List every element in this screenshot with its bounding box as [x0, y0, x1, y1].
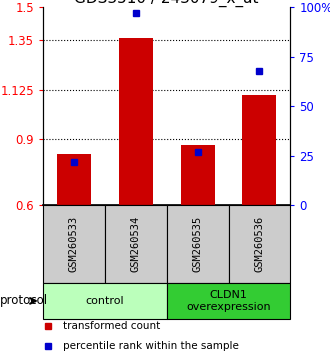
Bar — [181, 145, 214, 205]
Title: GDS3510 / 243079_x_at: GDS3510 / 243079_x_at — [74, 0, 259, 7]
Text: GSM260535: GSM260535 — [193, 216, 203, 272]
Bar — [167, 205, 228, 283]
Text: GSM260533: GSM260533 — [69, 216, 79, 272]
Bar — [119, 38, 153, 205]
Bar — [57, 154, 91, 205]
Bar — [243, 95, 277, 205]
Bar — [105, 205, 167, 283]
Text: control: control — [85, 296, 124, 306]
Bar — [43, 283, 167, 319]
Text: CLDN1
overexpression: CLDN1 overexpression — [186, 290, 271, 312]
Text: percentile rank within the sample: percentile rank within the sample — [63, 341, 239, 351]
Text: protocol: protocol — [0, 295, 48, 307]
Text: GSM260534: GSM260534 — [131, 216, 141, 272]
Text: GSM260536: GSM260536 — [254, 216, 264, 272]
Bar — [43, 205, 105, 283]
Text: transformed count: transformed count — [63, 321, 160, 331]
Bar — [167, 283, 290, 319]
Bar — [228, 205, 290, 283]
